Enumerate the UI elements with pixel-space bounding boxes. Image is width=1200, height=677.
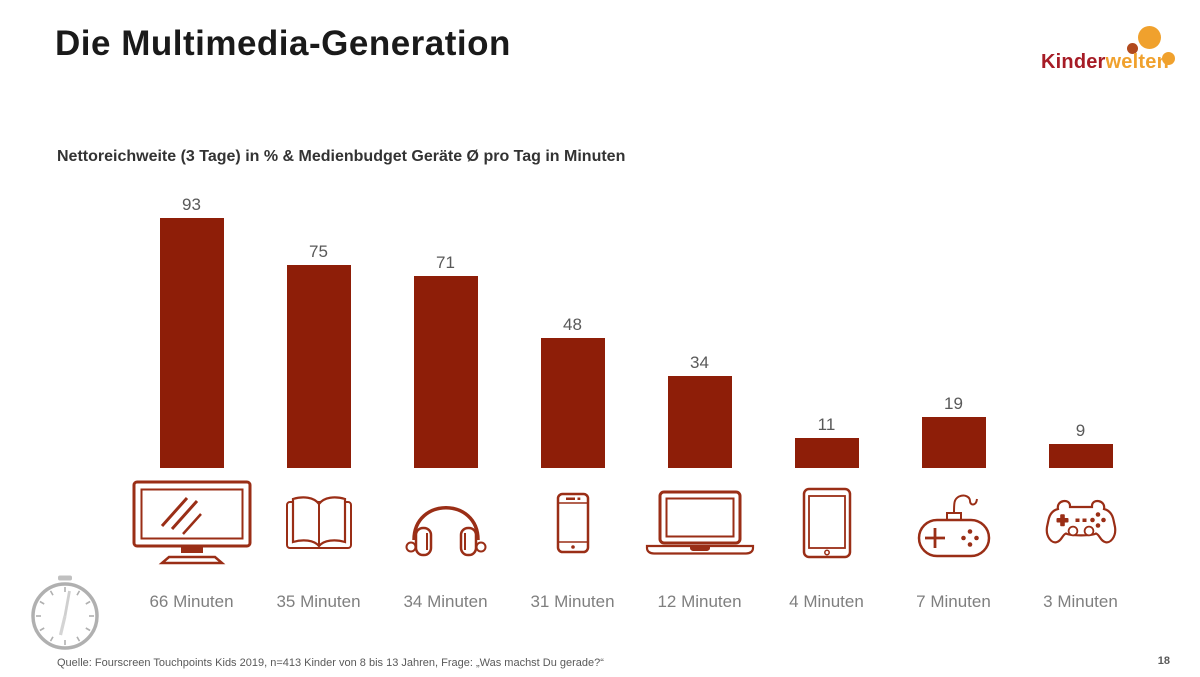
bar-value-label: 9: [1075, 421, 1086, 440]
chart-column: 48 31 Minuten: [509, 195, 636, 612]
logo-circle-icon: [1138, 26, 1161, 49]
bar: [667, 376, 732, 468]
bar: [921, 417, 986, 468]
bar-value-label: 71: [436, 253, 455, 272]
chart-column: 34 12 Minuten: [636, 195, 763, 612]
minutes-label: 12 Minuten: [657, 592, 742, 611]
bar: [286, 265, 351, 468]
bar-value-label: 34: [690, 353, 709, 372]
page-title: Die Multimedia-Generation: [55, 24, 511, 63]
logo-circle-icon: [1127, 43, 1138, 54]
chart-column: 93 66 Minuten: [128, 195, 255, 612]
logo-circle-icon: [1162, 52, 1175, 65]
console-gamepad-icon: [1039, 468, 1123, 578]
chart-column: 9 3 Minuten: [1017, 195, 1144, 612]
kinderwelten-logo: Kinderwelten: [1041, 26, 1191, 76]
chart-column: 11 4 Minuten: [763, 195, 890, 612]
minutes-label: 31 Minuten: [530, 592, 615, 611]
bar-value-label: 75: [309, 242, 328, 261]
minutes-label: 3 Minuten: [1043, 592, 1118, 611]
bar: [794, 438, 859, 468]
minutes-label: 66 Minuten: [149, 592, 234, 611]
bar: [1048, 444, 1113, 468]
bar-value-label: 11: [817, 415, 836, 434]
source-note: Quelle: Fourscreen Touchpoints Kids 2019…: [57, 657, 604, 669]
tablet-icon: [802, 468, 852, 578]
chart-column: 19 7 Minuten: [890, 195, 1017, 612]
bar-value-label: 19: [944, 394, 963, 413]
bar-value-label: 48: [563, 315, 582, 334]
logo-word-welten: welten: [1105, 51, 1169, 73]
clock-icon: [26, 574, 106, 657]
bar: [413, 276, 478, 468]
headphones-icon: [402, 468, 490, 578]
bar: [159, 218, 224, 468]
minutes-label: 34 Minuten: [403, 592, 488, 611]
chart-column: 75 35 Minuten: [255, 195, 382, 612]
minutes-label: 7 Minuten: [916, 592, 991, 611]
tv-icon: [131, 468, 253, 578]
smartphone-icon: [556, 468, 590, 578]
logo-word-kinder: Kinder: [1041, 51, 1106, 73]
chart-subtitle: Nettoreichweite (3 Tage) in % & Medienbu…: [57, 148, 626, 165]
minutes-label: 35 Minuten: [276, 592, 361, 611]
page-number: 18: [1157, 655, 1170, 667]
bar-chart: 93 66 Minuten 75: [128, 195, 1144, 612]
bar: [540, 338, 605, 468]
book-icon: [280, 468, 358, 578]
logo-wordmark: Kinderwelten: [1041, 51, 1169, 74]
bar-value-label: 93: [182, 195, 201, 214]
minutes-label: 4 Minuten: [789, 592, 864, 611]
laptop-icon: [644, 468, 756, 578]
wired-gamepad-icon: [913, 468, 995, 578]
chart-column: 71 34 Minuten: [382, 195, 509, 612]
